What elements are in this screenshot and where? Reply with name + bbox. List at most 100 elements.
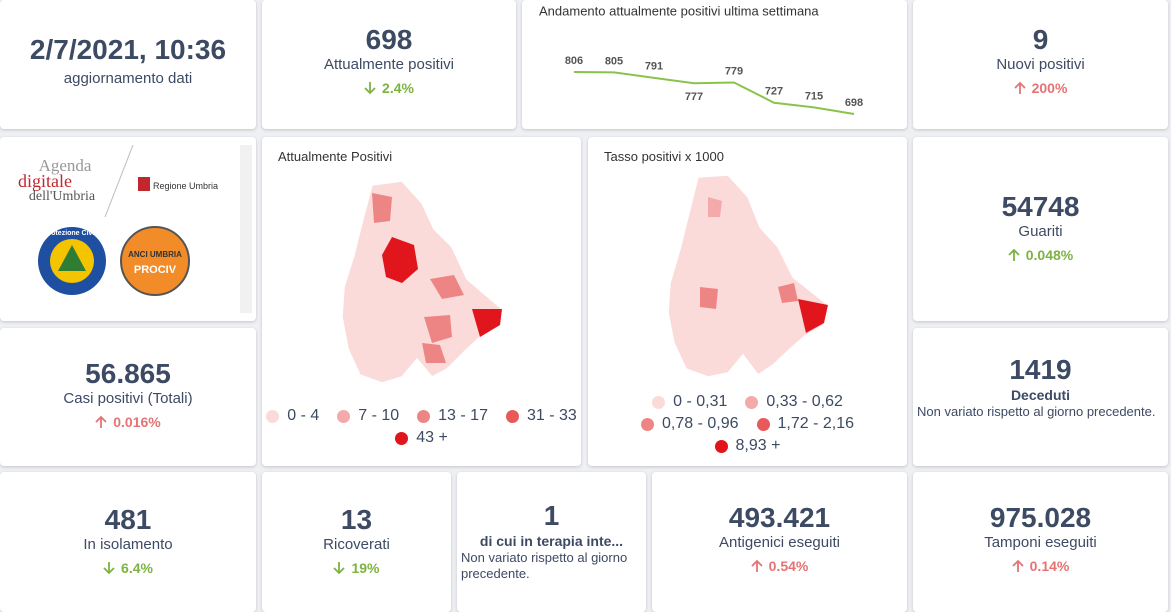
stat-card: 698 Attualmente positivi 2.4% — [262, 0, 516, 129]
stat-value: 1 — [543, 500, 560, 531]
change-value: 200% — [1031, 80, 1068, 96]
legend-label: 31 - 33 — [526, 407, 577, 424]
region-shape — [341, 180, 503, 384]
stat-value: 481 — [104, 504, 152, 535]
stat-change: 200% — [913, 80, 1168, 96]
stat-change: 0.54% — [652, 558, 907, 574]
stat-label: Antigenici eseguiti — [719, 534, 840, 551]
date-card: 2/7/2021, 10:36 aggiornamento dati — [0, 0, 256, 129]
stat-change: 2.4% — [262, 80, 516, 96]
legend-swatch — [745, 395, 759, 409]
stat-value: 54748 — [1001, 191, 1080, 222]
data-label: 715 — [805, 90, 823, 102]
legend-item: 0,33 - 0,62 — [745, 393, 843, 411]
legend-item: 8,93 + — [714, 437, 780, 455]
legend-label: 43 + — [416, 429, 448, 446]
trend-card: Andamento attualmente positivi ultima se… — [522, 0, 907, 129]
change-value: 0.54% — [768, 558, 809, 574]
region-area — [382, 237, 418, 283]
stat-value: 698 — [365, 24, 413, 55]
region-area — [798, 299, 828, 333]
legend-label: 0 - 4 — [287, 407, 320, 424]
legend-swatch — [505, 409, 519, 423]
logo-text: Protezione Civile — [44, 230, 101, 237]
legend-swatch — [756, 417, 770, 431]
change-value: 6.4% — [121, 560, 153, 576]
legend-item: 13 - 17 — [417, 407, 488, 425]
logo-text: PROCIV — [134, 264, 177, 276]
change-value: 2.4% — [382, 80, 414, 96]
stat-value: 56.865 — [85, 358, 171, 389]
trend-arrow — [95, 415, 107, 428]
change-value: 19% — [351, 560, 380, 576]
map — [341, 180, 503, 384]
data-label: 779 — [725, 65, 743, 77]
trend-arrow — [1012, 559, 1024, 572]
stat-change: 0.048% — [913, 247, 1168, 263]
logo-text: digitale — [18, 171, 72, 191]
legend-label: 0,33 - 0,62 — [766, 393, 843, 410]
data-label: 806 — [565, 55, 583, 67]
region-area — [472, 309, 502, 337]
legend-item: 0,78 - 0,96 — [641, 415, 739, 433]
line-chart: Andamento attualmente positivi ultima se… — [539, 3, 863, 115]
arrow-path — [1012, 559, 1024, 572]
change-value: 0.14% — [1029, 558, 1070, 574]
region-area — [422, 343, 446, 363]
legend-item: 31 - 33 — [505, 407, 577, 425]
legend-swatch — [652, 395, 666, 409]
chart-title: Andamento attualmente positivi ultima se… — [539, 3, 819, 18]
stat-card: 9 Nuovi positivi 200% — [913, 0, 1168, 129]
stat-note: Non variato rispetto al giorno precedent… — [461, 550, 628, 581]
stat-card: 54748 Guariti 0.048% — [913, 137, 1168, 321]
data-label: 805 — [605, 55, 623, 67]
legend-item: 0 - 0,31 — [652, 393, 727, 411]
stat-label: Ricoverati — [323, 536, 390, 553]
stat-label: Tamponi eseguiti — [984, 534, 1097, 551]
logo-text: Agenda — [39, 156, 92, 175]
stat-value: 493.421 — [728, 502, 831, 533]
region-area — [430, 275, 464, 299]
trend-line — [573, 71, 855, 115]
arrow-path — [751, 559, 763, 572]
anci-logo — [120, 226, 190, 296]
data-label: 777 — [685, 91, 703, 103]
stat-label: di cui in terapia inte... — [479, 533, 624, 549]
map-card: Tasso positivi x 1000 0 - 0,31 0,33 - 0,6… — [588, 137, 907, 466]
stat-change: 0.016% — [0, 414, 256, 430]
change-value: 0.016% — [113, 414, 161, 430]
legend-swatch — [337, 409, 351, 423]
scrollbar[interactable] — [240, 145, 252, 313]
stat-value: 1419 — [1009, 354, 1072, 385]
stat-label: Casi positivi (Totali) — [63, 390, 193, 407]
change-value: 0.048% — [1025, 247, 1074, 263]
trend-arrow — [1013, 81, 1026, 94]
stat-card: 13 Ricoverati 19% — [262, 472, 451, 612]
update-datetime: 2/7/2021, 10:36 — [29, 34, 227, 65]
region-area — [708, 197, 722, 217]
stat-card: 975.028 Tamponi eseguiti 0.14% — [913, 472, 1168, 612]
stat-change: 0.14% — [913, 558, 1168, 574]
map-legend: 0 - 4 7 - 10 13 - 17 31 - 33 43 + — [262, 407, 581, 447]
data-label: 727 — [765, 86, 783, 98]
logos: Agenda digitale dell'Umbria Regione Umbr… — [18, 144, 252, 313]
map-card: Attualmente Positivi 0 - 4 7 - 10 13 - 17 3… — [262, 137, 581, 466]
trend-arrow — [103, 562, 115, 575]
data-label: 698 — [845, 97, 863, 109]
legend-swatch — [266, 409, 280, 423]
map — [667, 174, 829, 378]
legend-item: 7 - 10 — [337, 407, 399, 425]
region-area — [372, 193, 392, 223]
map-legend: 0 - 0,31 0,33 - 0,62 0,78 - 0,96 1,72 - 2,1… — [588, 393, 907, 455]
stat-label: Deceduti — [1010, 387, 1071, 403]
legend-label: 0 - 0,31 — [673, 393, 728, 410]
protezione-tree — [58, 245, 86, 271]
stat-card: 56.865 Casi positivi (Totali) 0.016% — [0, 328, 256, 466]
stat-value: 9 — [1032, 24, 1049, 55]
legend-label: 13 - 17 — [438, 407, 488, 424]
map-title: Tasso positivi x 1000 — [604, 149, 724, 164]
stat-change: 6.4% — [0, 560, 256, 576]
map-title: Attualmente Positivi — [278, 149, 393, 164]
stat-card: 1 di cui in terapia inte... Non variato ri… — [457, 472, 646, 612]
trend-arrow — [751, 559, 763, 572]
